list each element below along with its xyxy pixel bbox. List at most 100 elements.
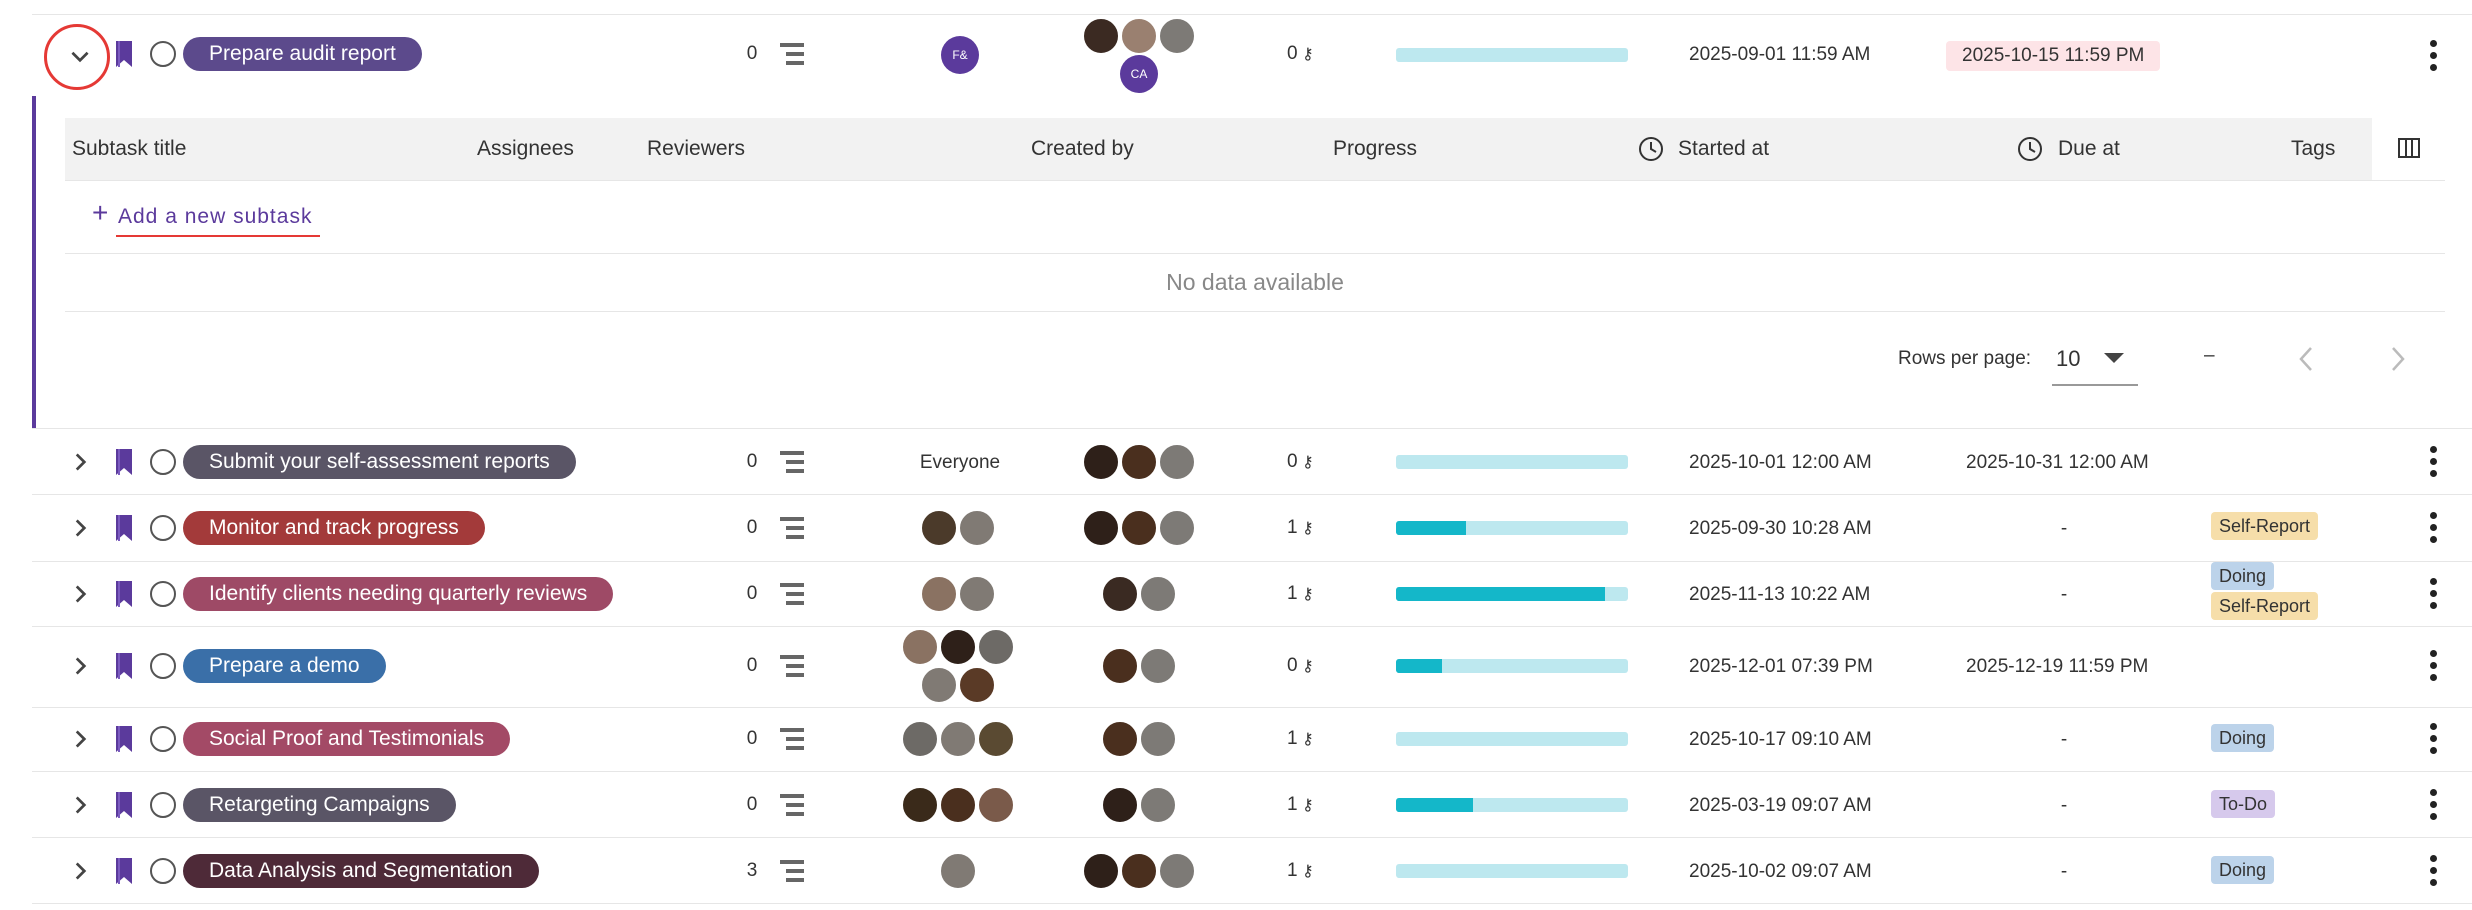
bookmark-icon[interactable] (114, 581, 134, 607)
more-options-icon[interactable] (2424, 38, 2444, 74)
assignee-avatar[interactable] (977, 628, 1015, 666)
subtask-list-icon[interactable] (780, 517, 804, 539)
assignee-avatar[interactable] (939, 786, 977, 824)
subtask-list-icon[interactable] (780, 43, 804, 65)
complete-radio[interactable] (150, 41, 176, 67)
assignee-avatar[interactable] (958, 575, 996, 613)
reviewer-avatar[interactable] (1158, 852, 1196, 890)
assignee-avatar[interactable] (920, 666, 958, 704)
reviewer-avatar[interactable] (1082, 17, 1120, 55)
bookmark-icon[interactable] (114, 858, 134, 884)
assignee-initials-avatar[interactable]: F& (941, 36, 979, 74)
subtask-list-icon[interactable] (780, 583, 804, 605)
complete-radio[interactable] (150, 792, 176, 818)
subtask-list-icon[interactable] (780, 451, 804, 473)
subtask-list-icon[interactable] (780, 860, 804, 882)
assignee-avatar[interactable] (958, 666, 996, 704)
complete-radio[interactable] (150, 858, 176, 884)
tag-badge[interactable]: Self-Report (2211, 512, 2319, 540)
prev-page-icon[interactable] (2298, 346, 2314, 372)
reviewer-avatar[interactable] (1139, 647, 1177, 685)
task-title-pill[interactable]: Retargeting Campaigns (183, 788, 456, 822)
header-due-at[interactable]: Due at (2058, 137, 2120, 160)
assignee-avatar[interactable] (901, 786, 939, 824)
header-tags[interactable]: Tags (2291, 137, 2336, 160)
add-subtask-label[interactable]: Add a new subtask (118, 205, 313, 228)
reviewer-avatar[interactable] (1082, 852, 1120, 890)
assignee-avatar[interactable] (977, 720, 1015, 758)
more-options-icon[interactable] (2424, 787, 2444, 823)
assignee-avatar[interactable] (920, 575, 958, 613)
tag-badge[interactable]: Doing (2211, 724, 2275, 752)
task-title-pill[interactable]: Monitor and track progress (183, 511, 485, 545)
task-title-pill[interactable]: Prepare audit report (183, 37, 422, 71)
complete-radio[interactable] (150, 726, 176, 752)
assignee-avatar[interactable] (901, 720, 939, 758)
subtask-list-icon[interactable] (780, 655, 804, 677)
rows-per-page-select[interactable]: 10 (2052, 338, 2138, 386)
more-options-icon[interactable] (2424, 576, 2444, 612)
reviewer-avatar[interactable] (1158, 509, 1196, 547)
expand-chevron-icon[interactable] (60, 442, 100, 482)
bookmark-icon[interactable] (114, 726, 134, 752)
tag-badge[interactable]: To-Do (2211, 790, 2276, 818)
task-title-pill[interactable]: Identify clients needing quarterly revie… (183, 577, 614, 611)
tag-badge[interactable]: Doing (2211, 856, 2275, 884)
bookmark-icon[interactable] (114, 41, 134, 67)
reviewer-avatar[interactable] (1158, 17, 1196, 55)
next-page-icon[interactable] (2390, 346, 2406, 372)
more-options-icon[interactable] (2424, 444, 2444, 480)
dropdown-caret-icon[interactable] (2104, 353, 2124, 365)
reviewer-avatar[interactable] (1120, 17, 1158, 55)
more-options-icon[interactable] (2424, 721, 2444, 757)
more-options-icon[interactable] (2424, 853, 2444, 889)
reviewer-avatar[interactable] (1101, 575, 1139, 613)
more-options-icon[interactable] (2424, 510, 2444, 546)
expand-chevron-icon[interactable] (60, 508, 100, 548)
complete-radio[interactable] (150, 653, 176, 679)
assignee-avatar[interactable] (939, 720, 977, 758)
expand-chevron-icon[interactable] (60, 851, 100, 891)
more-options-icon[interactable] (2424, 648, 2444, 684)
task-title-pill[interactable]: Submit your self-assessment reports (183, 445, 576, 479)
assignee-avatar[interactable] (977, 786, 1015, 824)
reviewer-initials-avatar[interactable]: CA (1120, 55, 1158, 93)
assignee-avatar[interactable] (901, 628, 939, 666)
header-reviewers[interactable]: Reviewers (647, 137, 746, 160)
reviewer-avatar[interactable] (1101, 786, 1139, 824)
column-settings-button[interactable] (2372, 118, 2445, 180)
reviewer-avatar[interactable] (1082, 443, 1120, 481)
bookmark-icon[interactable] (114, 792, 134, 818)
assignee-avatar[interactable] (958, 509, 996, 547)
complete-radio[interactable] (150, 581, 176, 607)
header-created-by[interactable]: Created by (1031, 137, 1134, 160)
header-progress[interactable]: Progress (1333, 137, 1418, 160)
header-assignees[interactable]: Assignees (477, 137, 574, 160)
task-title-pill[interactable]: Social Proof and Testimonials (183, 722, 511, 756)
task-title-pill[interactable]: Data Analysis and Segmentation (183, 854, 539, 888)
complete-radio[interactable] (150, 449, 176, 475)
reviewer-avatar[interactable] (1120, 852, 1158, 890)
bookmark-icon[interactable] (114, 449, 134, 475)
task-title-pill[interactable]: Prepare a demo (183, 649, 386, 683)
reviewer-avatar[interactable] (1082, 509, 1120, 547)
assignee-avatar[interactable] (939, 852, 977, 890)
bookmark-icon[interactable] (114, 515, 134, 541)
reviewer-avatar[interactable] (1120, 443, 1158, 481)
reviewer-avatar[interactable] (1139, 720, 1177, 758)
complete-radio[interactable] (150, 515, 176, 541)
reviewer-avatar[interactable] (1101, 647, 1139, 685)
assignee-avatar[interactable] (939, 628, 977, 666)
tag-badge[interactable]: Self-Report (2211, 592, 2319, 620)
expand-chevron-icon[interactable] (60, 646, 100, 686)
reviewer-avatar[interactable] (1101, 720, 1139, 758)
reviewer-avatar[interactable] (1158, 443, 1196, 481)
reviewer-avatar[interactable] (1120, 509, 1158, 547)
expand-chevron-icon[interactable] (60, 574, 100, 614)
assignee-avatar[interactable] (920, 509, 958, 547)
tag-badge[interactable]: Doing (2211, 562, 2275, 590)
collapse-chevron-icon[interactable] (60, 36, 100, 76)
columns-icon[interactable] (2398, 138, 2420, 158)
expand-chevron-icon[interactable] (60, 719, 100, 759)
header-started-at[interactable]: Started at (1678, 137, 1770, 160)
